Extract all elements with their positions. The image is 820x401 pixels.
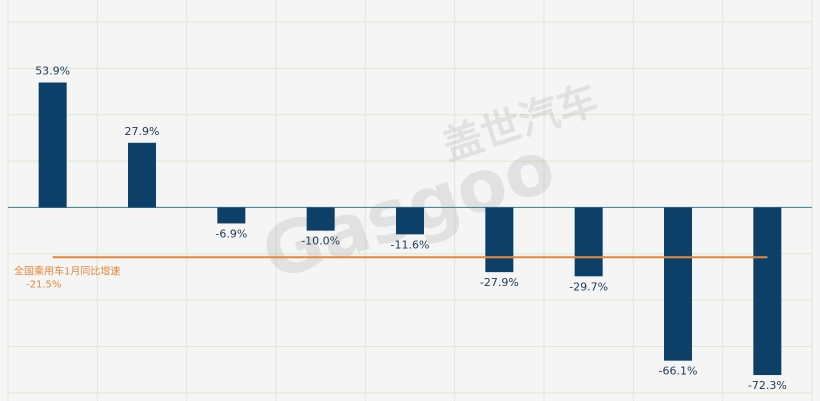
bar bbox=[306, 207, 335, 231]
data-label: -10.0% bbox=[301, 235, 340, 248]
bar bbox=[38, 82, 67, 208]
bar bbox=[485, 207, 514, 273]
data-label: -6.9% bbox=[215, 227, 247, 240]
bar bbox=[574, 207, 603, 277]
data-label: -29.7% bbox=[569, 280, 608, 293]
data-label: -27.9% bbox=[480, 276, 519, 289]
bar bbox=[128, 142, 156, 208]
bar bbox=[664, 207, 692, 361]
reference-value-label: -21.5% bbox=[26, 279, 61, 290]
bar bbox=[396, 207, 424, 235]
data-label: -72.3% bbox=[748, 379, 787, 392]
data-label: -66.1% bbox=[659, 365, 698, 378]
bar bbox=[217, 207, 246, 224]
data-label: 27.9% bbox=[125, 125, 160, 138]
data-label: -11.6% bbox=[391, 238, 430, 251]
bar bbox=[753, 207, 782, 376]
data-label: 53.9% bbox=[35, 65, 70, 78]
reference-label: 全国乘用车1月同比增速 bbox=[14, 264, 120, 277]
